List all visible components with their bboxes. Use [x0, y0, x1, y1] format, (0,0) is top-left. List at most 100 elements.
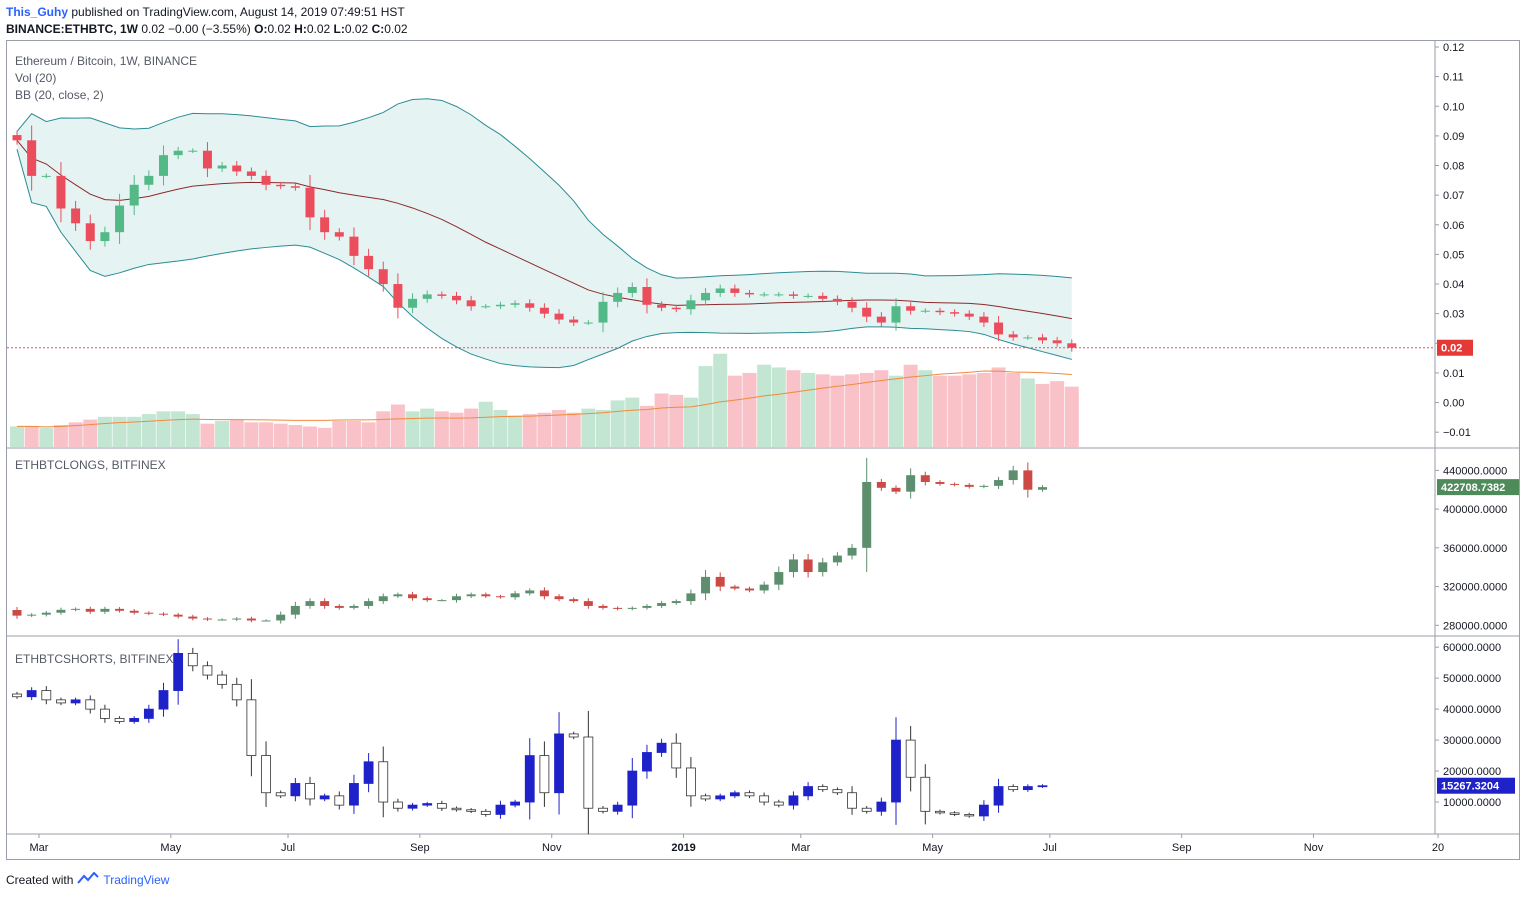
volume-bar	[390, 404, 405, 447]
volume-bar	[244, 422, 259, 447]
longs-candle	[41, 612, 51, 615]
ethbtc-axis-tick-label: 0.07	[1443, 190, 1464, 202]
volume-bar	[522, 414, 537, 447]
ethbtc-candle	[759, 294, 769, 296]
longs-candle	[554, 596, 564, 600]
volume-bar	[991, 367, 1006, 447]
time-label-5: 2019	[671, 842, 695, 854]
longs-axis-tick-label: 320000.0000	[1443, 582, 1507, 594]
shorts-candle	[598, 807, 608, 812]
longs-candle	[246, 618, 256, 621]
shorts-candle	[378, 761, 389, 803]
volume-bar	[976, 372, 991, 447]
longs-candle	[364, 601, 374, 606]
ethbtc-axis-tick-label: 0.12	[1443, 42, 1464, 54]
longs-candle	[862, 481, 872, 548]
ethbtc-candle	[71, 208, 81, 224]
chart-canvas[interactable]: 0.12 0.11 0.10 0.09 0.08 0.07 0.06 0.05 0.04 0.03…	[7, 41, 1519, 859]
ethbtc-candle	[115, 205, 125, 233]
ethbtc-axis-tick-label: 0.00	[1443, 398, 1464, 410]
longs-candle	[642, 605, 652, 608]
shorts-candle	[876, 801, 887, 812]
shorts-candle	[700, 795, 711, 800]
shorts-candle	[861, 807, 872, 812]
shorts-axis-tick-label: 10000.0000	[1443, 797, 1501, 809]
ohlc-h-value: 0.02	[306, 22, 331, 36]
longs-candle	[788, 559, 798, 573]
longs-candle	[481, 594, 491, 597]
chart-frame[interactable]: 0.12 0.11 0.10 0.09 0.08 0.07 0.06 0.05 0.04 0.03…	[6, 40, 1520, 860]
ethbtc-candle	[56, 175, 66, 209]
time-label-6: Mar	[791, 842, 810, 854]
longs-candle	[759, 584, 769, 591]
ethbtc-candle	[1052, 340, 1062, 344]
ethbtc-candle	[774, 294, 784, 296]
shorts-candle	[129, 718, 140, 722]
ethbtc-candle	[437, 294, 447, 296]
ethbtc-legend-0: Ethereum / Bitcoin, 1W, BINANCE	[15, 54, 197, 68]
longs-candle	[144, 612, 154, 614]
longs-candle	[202, 618, 212, 620]
shorts-candle	[158, 690, 169, 710]
ethbtc-candle	[950, 312, 960, 314]
time-label-3: Sep	[410, 842, 430, 854]
volume-bar	[918, 370, 933, 447]
volume-bar	[903, 364, 918, 447]
tradingview-logo-icon[interactable]	[77, 871, 100, 887]
longs-candle	[1038, 487, 1047, 490]
volume-bar	[215, 420, 230, 447]
shorts-candle	[949, 812, 960, 815]
shorts-candle	[568, 733, 579, 738]
volume-bar	[10, 426, 24, 447]
chart-header: This_Guhy published on TradingView.com, …	[6, 4, 408, 38]
volume-bar	[845, 374, 860, 447]
volume-bar	[493, 409, 508, 447]
longs-candle	[510, 593, 520, 598]
longs-candle	[964, 484, 974, 487]
longs-candle	[627, 607, 637, 609]
time-label-7: May	[922, 842, 943, 854]
longs-candle	[979, 485, 989, 487]
longs-last-value-badge: 422708.7382	[1441, 482, 1505, 494]
author-link[interactable]: This_Guhy	[6, 5, 69, 19]
shorts-candle	[217, 674, 228, 685]
ethbtc-candle	[1023, 337, 1033, 339]
shorts-candle	[539, 755, 550, 794]
volume-bar	[1006, 372, 1021, 447]
shorts-candle	[56, 699, 66, 704]
ethbtc-candle	[466, 300, 476, 307]
ethbtc-candle	[906, 306, 916, 311]
volume-bar	[259, 422, 274, 447]
volume-bar	[757, 364, 772, 447]
shorts-axis-tick-label: 20000.0000	[1443, 766, 1501, 778]
longs-candle	[378, 596, 388, 602]
ethbtc-candle	[832, 298, 842, 302]
longs-candle	[12, 610, 22, 616]
shorts-candle	[583, 736, 594, 809]
ethbtc-candle	[378, 269, 388, 285]
ethbtc-candle	[671, 307, 681, 310]
symbol-line: BINANCE:ETHBTC, 1W	[6, 22, 138, 36]
ethbtc-axis-tick-label: 0.10	[1443, 101, 1464, 113]
shorts-candle	[70, 699, 81, 704]
longs-candle	[701, 576, 711, 594]
time-label-11: 20	[1432, 842, 1444, 854]
shorts-candle	[436, 803, 447, 809]
volume-bar	[683, 397, 698, 447]
longs-candle	[847, 547, 857, 556]
shorts-candle	[407, 804, 418, 809]
longs-candle	[217, 619, 227, 621]
longs-candle	[832, 555, 842, 563]
ohlc-l-value: 0.02	[344, 22, 369, 36]
shorts-candle	[451, 807, 462, 811]
ethbtc-candle	[627, 287, 637, 293]
ethbtc-axis-tick-label: 0.06	[1443, 220, 1464, 232]
tradingview-brand[interactable]: TradingView	[103, 872, 170, 887]
longs-candle	[818, 562, 828, 573]
time-label-1: May	[160, 842, 181, 854]
volume-bar	[596, 409, 610, 447]
ethbtc-candle	[539, 307, 549, 314]
ethbtc-candle	[246, 171, 256, 176]
ethbtc-candle	[613, 292, 623, 302]
shorts-candle	[847, 792, 857, 809]
